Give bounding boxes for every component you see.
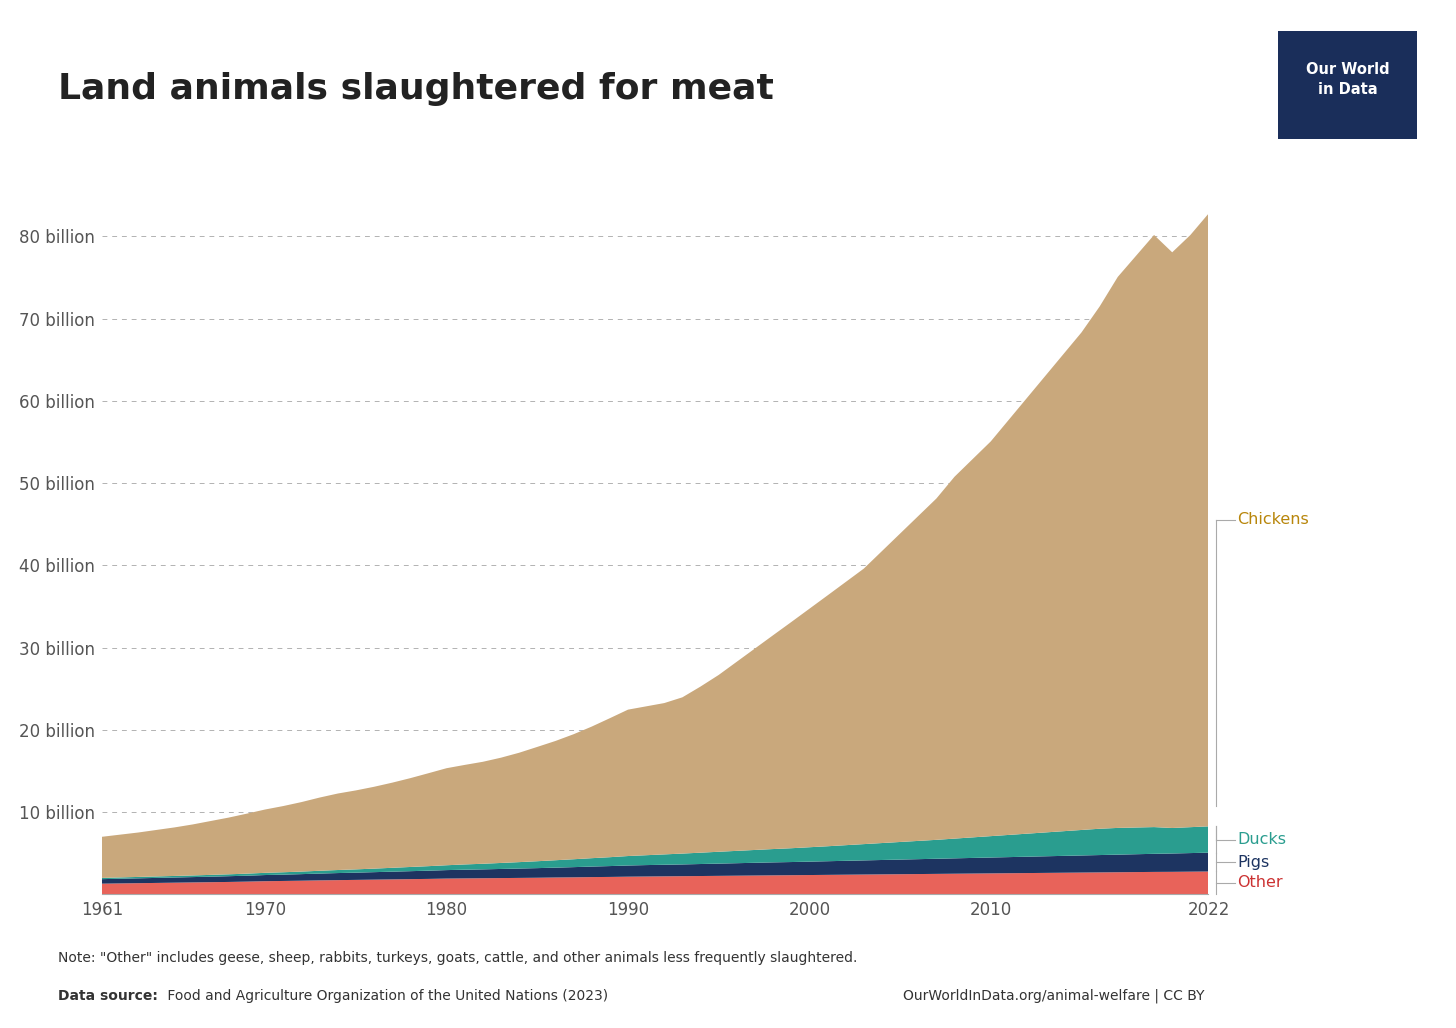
Text: OurWorldInData.org/animal-welfare | CC BY: OurWorldInData.org/animal-welfare | CC B… — [903, 989, 1204, 1003]
Text: Pigs: Pigs — [1238, 854, 1270, 870]
Text: Ducks: Ducks — [1238, 832, 1287, 847]
Text: Chickens: Chickens — [1238, 512, 1309, 527]
Text: Other: Other — [1238, 876, 1283, 890]
Text: Note: "Other" includes geese, sheep, rabbits, turkeys, goats, cattle, and other : Note: "Other" includes geese, sheep, rab… — [58, 951, 858, 965]
Text: Data source:: Data source: — [58, 989, 159, 1003]
Text: Our World
in Data: Our World in Data — [1306, 62, 1389, 97]
Text: Land animals slaughtered for meat: Land animals slaughtered for meat — [58, 72, 775, 106]
Text: Food and Agriculture Organization of the United Nations (2023): Food and Agriculture Organization of the… — [163, 989, 609, 1003]
